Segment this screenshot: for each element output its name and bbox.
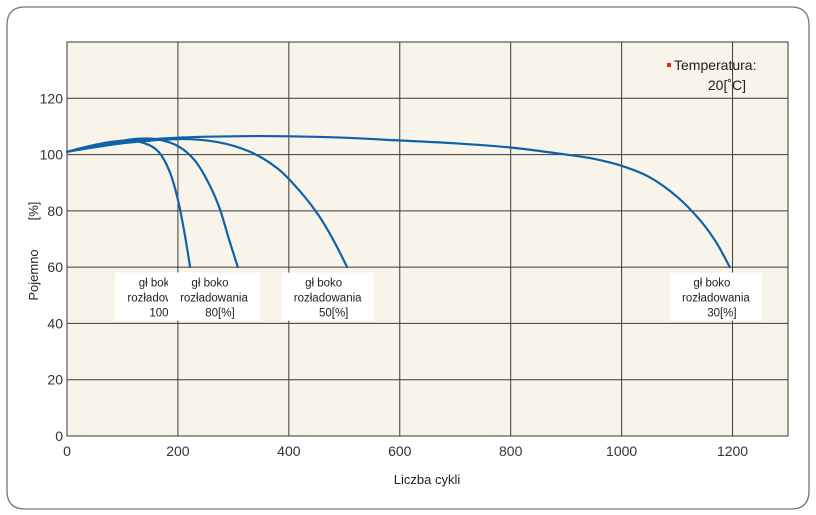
x-tick-label: 1200 xyxy=(717,443,748,459)
annotation-line: gł boko xyxy=(191,278,228,290)
annotation-line: 30[%] xyxy=(707,308,736,320)
x-tick-label: 200 xyxy=(166,443,190,459)
x-tick-label: 600 xyxy=(388,443,412,459)
annotation-line: 50[%] xyxy=(319,308,348,320)
depth-annotation: gł boko rozładowania 50[%] xyxy=(281,272,374,321)
y-tick-label: 80 xyxy=(47,203,63,219)
annotation-background xyxy=(281,272,374,321)
legend-marker xyxy=(667,63,671,67)
x-axis-label: Liczba cykli xyxy=(394,472,461,487)
legend-text-line2: 20[˚C] xyxy=(708,77,746,93)
series-line-4 xyxy=(65,134,731,269)
grid-lines xyxy=(67,42,788,436)
legend: Temperatura: 20[˚C] xyxy=(667,57,756,93)
series-group xyxy=(65,134,731,269)
y-tick-label: 0 xyxy=(55,428,63,444)
annotation-line: rozładowania xyxy=(294,293,362,305)
legend-text-line1: Temperatura: xyxy=(674,57,756,73)
plot-area xyxy=(66,41,789,437)
depth-annotation: gł boko rozładowania 30[%] xyxy=(669,272,762,321)
y-tick-label: 120 xyxy=(40,90,64,106)
annotation-line: gł boko xyxy=(305,278,342,290)
x-tick-label: 400 xyxy=(277,443,301,459)
annotation-background xyxy=(167,272,260,321)
y-axis-label-unit: [%] xyxy=(26,202,41,221)
series-line-3 xyxy=(65,137,349,269)
series-line-2 xyxy=(65,137,239,269)
y-axis-label-name: Pojemno xyxy=(26,249,41,300)
depth-annotation: gł boko rozładowania 80[%] xyxy=(167,272,260,321)
x-tick-label: 1000 xyxy=(606,443,637,459)
y-tick-label: 20 xyxy=(47,372,63,388)
annotation-line: gł boko xyxy=(693,278,730,290)
annotation-background xyxy=(669,272,762,321)
y-tick-label: 100 xyxy=(40,147,64,163)
tick-labels-group: 0 200 400 600 800 1000 1200 0 20 40 60 80 100 120 xyxy=(40,90,749,459)
y-tick-label: 60 xyxy=(47,259,63,275)
annotation-line: 80[%] xyxy=(205,308,234,320)
x-tick-label: 800 xyxy=(499,443,523,459)
annotation-line: rozładowania xyxy=(682,293,750,305)
y-tick-label: 40 xyxy=(47,315,63,331)
annotation-line: rozładowania xyxy=(180,293,248,305)
x-tick-label: 0 xyxy=(63,443,71,459)
annotation-line: gł boko xyxy=(139,278,176,290)
